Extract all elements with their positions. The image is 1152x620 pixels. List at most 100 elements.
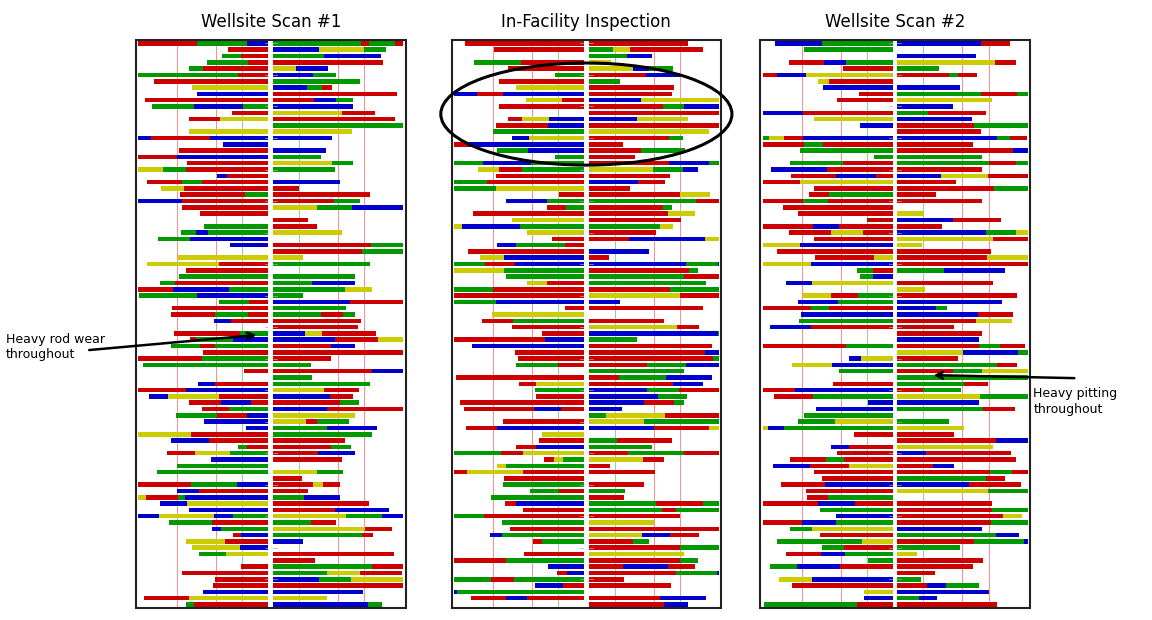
Bar (248, 60, 268, 64)
Bar (273, 130, 353, 134)
Bar (653, 167, 683, 172)
Bar (812, 281, 893, 285)
Bar (781, 482, 825, 487)
Bar (653, 426, 710, 430)
Bar (802, 520, 836, 525)
Bar (897, 401, 979, 405)
Bar (485, 262, 515, 267)
Bar (689, 268, 697, 273)
Bar (589, 104, 662, 108)
Bar (524, 123, 548, 128)
Bar (191, 356, 202, 361)
Bar (820, 508, 893, 512)
Bar (1016, 520, 1037, 525)
Bar (1025, 123, 1052, 128)
Bar (589, 363, 647, 367)
Bar (734, 520, 802, 525)
Bar (814, 186, 858, 191)
Bar (986, 230, 1016, 235)
Bar (180, 275, 268, 279)
Bar (406, 369, 463, 373)
Bar (867, 401, 893, 405)
Bar (230, 243, 268, 247)
Bar (867, 98, 893, 102)
Bar (589, 130, 649, 134)
Bar (972, 457, 1016, 462)
Bar (862, 237, 893, 241)
Bar (273, 570, 327, 575)
Bar (685, 262, 718, 267)
Bar (838, 451, 849, 456)
Bar (558, 570, 567, 575)
Bar (464, 41, 507, 46)
Bar (338, 117, 377, 122)
Bar (511, 218, 584, 222)
Bar (629, 237, 705, 241)
Bar (778, 249, 805, 254)
Bar (744, 502, 805, 506)
Bar (873, 255, 893, 260)
Bar (429, 186, 495, 191)
Bar (589, 583, 632, 588)
Bar (826, 457, 844, 462)
Bar (160, 281, 175, 285)
Bar (273, 287, 344, 291)
Text: In-Facility Inspection: In-Facility Inspection (501, 13, 672, 31)
Bar (561, 407, 584, 411)
Bar (589, 136, 669, 140)
Bar (812, 319, 893, 323)
Bar (502, 533, 584, 538)
Bar (507, 464, 555, 468)
Bar (230, 319, 268, 323)
Bar (273, 577, 303, 582)
Bar (983, 407, 1015, 411)
Bar (611, 186, 630, 191)
Bar (522, 117, 550, 122)
Bar (191, 432, 222, 436)
Bar (957, 148, 1013, 153)
Bar (789, 230, 831, 235)
Bar (160, 502, 187, 506)
Bar (313, 482, 323, 487)
Bar (589, 533, 643, 538)
Bar (665, 602, 688, 607)
Bar (963, 186, 993, 191)
Bar (897, 325, 954, 329)
Bar (589, 419, 644, 424)
Bar (215, 343, 268, 348)
Bar (970, 590, 990, 594)
Bar (641, 148, 685, 153)
Bar (589, 110, 685, 115)
Bar (897, 167, 983, 172)
Bar (650, 66, 674, 71)
Bar (528, 142, 584, 146)
Bar (985, 375, 1028, 380)
Bar (589, 293, 680, 298)
Bar (541, 331, 584, 335)
Bar (873, 275, 893, 279)
Bar (138, 154, 176, 159)
Bar (763, 388, 795, 392)
Bar (855, 520, 893, 525)
Bar (897, 73, 949, 78)
Bar (494, 48, 584, 52)
Bar (632, 583, 672, 588)
Bar (223, 577, 238, 582)
Bar (835, 514, 842, 518)
Bar (782, 205, 798, 210)
Bar (146, 495, 179, 500)
Bar (829, 306, 893, 311)
Bar (273, 66, 296, 71)
Bar (833, 381, 893, 386)
Bar (217, 413, 248, 418)
Bar (589, 337, 637, 342)
Bar (897, 98, 992, 102)
Bar (589, 199, 620, 203)
Bar (941, 482, 969, 487)
Bar (196, 230, 207, 235)
Bar (321, 331, 377, 335)
Bar (669, 161, 710, 166)
Bar (273, 275, 355, 279)
Bar (836, 520, 855, 525)
Bar (797, 564, 841, 569)
